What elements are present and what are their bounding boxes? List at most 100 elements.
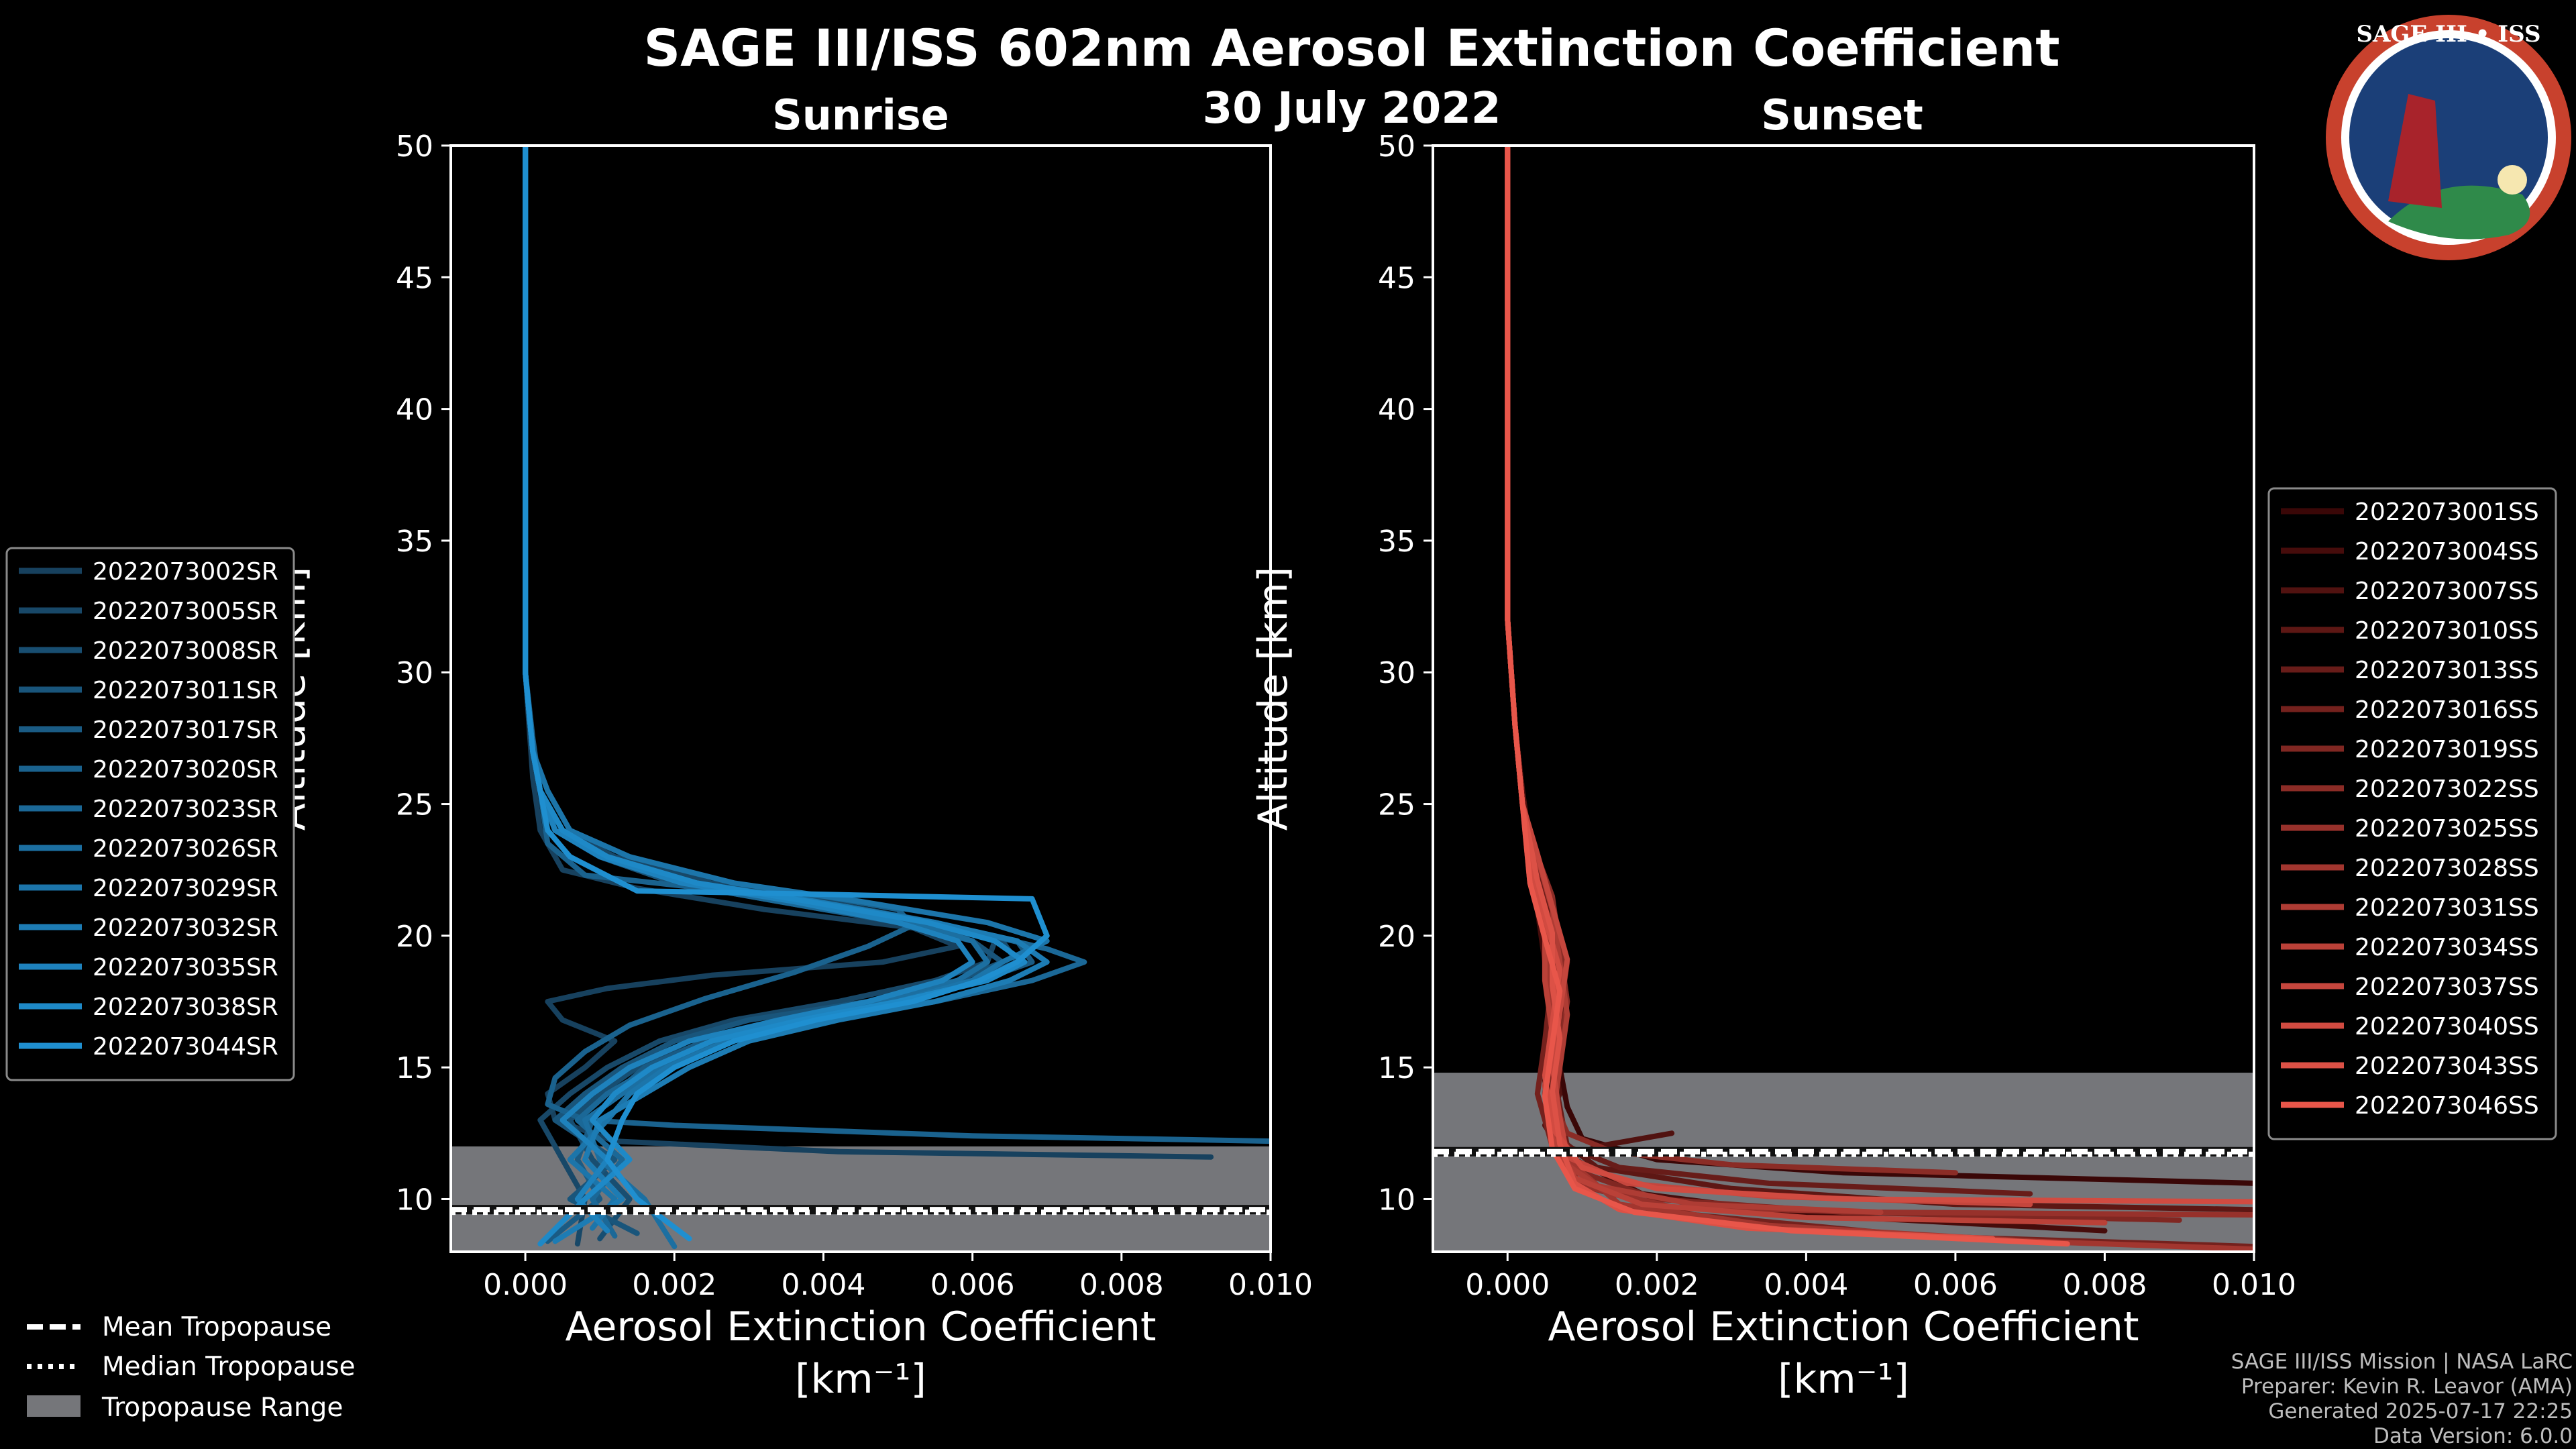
legend-label-2022073011SR: 2022073011SR [93,677,278,704]
legend-label-2022073002SR: 2022073002SR [93,558,278,586]
y-tick-label: 10 [1378,1183,1415,1217]
profile-line-2022073038SR [523,146,1028,1247]
legend-label-2022073001SS: 2022073001SS [2355,498,2539,526]
legend-label-2022073026SR: 2022073026SR [93,835,278,863]
y-tick-label: 30 [396,656,433,690]
plot-frame [449,144,1272,1253]
legend-label-2022073008SR: 2022073008SR [93,637,278,665]
tropopause-range-legend-label: Tropopause Range [101,1393,343,1423]
x-axis-label: Aerosol Extinction Coefficient [566,1303,1157,1350]
y-tick-label: 35 [396,525,433,559]
median-tropopause-legend-label: Median Tropopause [102,1352,356,1382]
sunset-panel: Sunset 0.000 0.002 0.004 0.006 0.008 0.010 10 15… [1250,91,2296,1403]
panel-title: Sunset [1761,91,1923,140]
panel-title: Sunrise [772,91,949,140]
profile-line-2022073035SR [523,146,975,1234]
profile-line-2022073007SS [1505,146,1675,1163]
profile-line-2022073032SR [523,146,1050,1244]
profile-line-2022073005SR [523,146,998,1247]
legend-frame [2267,487,2557,1140]
x-tick-label: 0.006 [930,1268,1015,1302]
legend-label-2022073010SS: 2022073010SS [2355,617,2539,645]
legend-label-2022073022SS: 2022073022SS [2355,775,2539,803]
profile-line-2022073004SS [1505,146,2108,1234]
legend-label-2022073035SR: 2022073035SR [93,954,278,981]
x-tick-label: 0.004 [1764,1268,1848,1302]
profile-line-2022073010SS [1505,146,2254,1213]
legend-label-2022073004SS: 2022073004SS [2355,538,2539,566]
legend-label-2022073019SS: 2022073019SS [2355,736,2539,763]
y-tick-label: 15 [396,1051,433,1085]
legend-label-2022073040SS: 2022073040SS [2355,1013,2539,1040]
figure-title: SAGE III/ISS 602nm Aerosol Extinction Co… [643,18,2059,78]
x-tick-label: 0.004 [781,1268,865,1302]
credits-block: SAGE III/ISS Mission | NASA LaRC Prepare… [2231,1350,2573,1448]
y-tick-label: 25 [396,788,433,822]
y-tick-label: 20 [1378,920,1415,954]
x-axis-units: [km⁻¹] [1778,1356,1909,1403]
legend-label-2022073013SS: 2022073013SS [2355,657,2539,684]
x-tick-label: 0.002 [1615,1268,1699,1302]
plot-area [451,146,1271,1252]
sunset-legend: 2022073001SS 2022073004SS 2022073007SS 2022… [2267,487,2557,1140]
legend-label-2022073031SS: 2022073031SS [2355,894,2539,922]
logo-moon-icon [2498,165,2527,195]
y-tick-label: 40 [1378,393,1415,427]
legend-label-2022073023SR: 2022073023SR [93,796,278,823]
figure-date: 30 July 2022 [1203,84,1501,133]
x-tick-label: 0.002 [632,1268,716,1302]
y-axis-label: Altitude [km] [1250,567,1297,831]
y-tick-label: 25 [1378,788,1415,822]
legend-label-2022073025SS: 2022073025SS [2355,815,2539,843]
y-tick-label: 20 [396,920,433,954]
legend-label-2022073007SS: 2022073007SS [2355,578,2539,605]
legend-label-2022073043SS: 2022073043SS [2355,1053,2539,1080]
credit-preparer: Preparer: Kevin R. Leavor (AMA) [2241,1375,2573,1399]
legend-label-2022073017SR: 2022073017SR [93,716,278,744]
legend-label-2022073044SR: 2022073044SR [93,1033,278,1061]
y-tick-label: 45 [1378,261,1415,295]
profile-line-2022073034SS [1505,146,2108,1226]
legend-label-2022073005SR: 2022073005SR [93,598,278,625]
profile-line-2022073025SS [1505,146,2254,1218]
y-tick-label: 30 [1378,656,1415,690]
y-tick-label: 50 [1378,129,1415,164]
plot-area [1433,146,2254,1252]
logo-title: SAGE III • ISS [2356,21,2540,48]
profile-line-2022073029SR [523,146,1050,1231]
profile-line-2022073023SR [523,146,1087,1239]
profile-line-2022073019SS [1505,146,2182,1223]
y-tick-label: 40 [396,393,433,427]
logo-figure-icon [2388,94,2442,208]
x-tick-label: 0.010 [1228,1268,1313,1302]
x-axis-label: Aerosol Extinction Coefficient [1548,1303,2139,1350]
legend-label-2022073032SR: 2022073032SR [93,914,278,942]
legend-label-2022073029SR: 2022073029SR [93,875,278,902]
x-tick-label: 0.000 [483,1268,568,1302]
y-tick-label: 10 [396,1183,433,1217]
legend-label-2022073020SR: 2022073020SR [93,756,278,784]
profile-line-2022073017SR [523,146,1035,1244]
profile-line-2022073011SR [523,146,1006,1236]
profile-line-2022073040SS [1505,146,2254,1205]
x-tick-label: 0.010 [2212,1268,2296,1302]
x-tick-label: 0.006 [1913,1268,1998,1302]
legend-label-2022073038SR: 2022073038SR [93,994,278,1021]
profile-line-2022073044SR [523,146,1050,1242]
sage-logo: SAGE III • ISS [2326,15,2571,260]
credit-data-version: Data Version: 6.0.0 [2373,1424,2573,1448]
legend-label-2022073028SS: 2022073028SS [2355,855,2539,882]
x-axis-units: [km⁻¹] [795,1356,926,1403]
y-tick-label: 45 [396,261,433,295]
legend-label-2022073046SS: 2022073046SS [2355,1092,2539,1120]
tropopause-range-legend-swatch [27,1395,80,1417]
mean-tropopause-legend-label: Mean Tropopause [102,1312,331,1342]
x-tick-label: 0.008 [2062,1268,2147,1302]
x-tick-label: 0.000 [1465,1268,1550,1302]
profile-line-2022073026SR [523,146,990,1250]
profile-line-2022073001SS [1505,146,2254,1186]
x-tick-label: 0.008 [1079,1268,1164,1302]
profile-line-2022073046SS [1505,146,2070,1247]
legend-label-2022073016SS: 2022073016SS [2355,696,2539,724]
